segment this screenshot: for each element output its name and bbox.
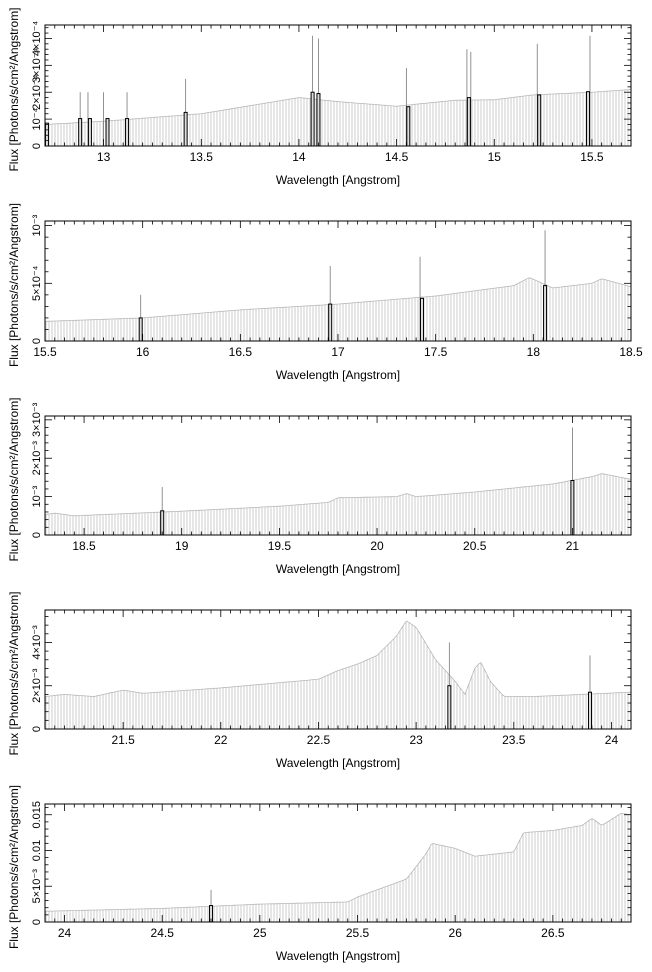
x-axis-label: Wavelength [Angstrom] [276, 756, 400, 770]
x-tick-label: 15.5 [33, 345, 57, 359]
x-tick-label: 18.5 [72, 539, 96, 553]
band-bar [105, 118, 110, 147]
x-tick-label: 21.5 [111, 733, 135, 747]
band-bar [183, 111, 188, 147]
x-tick-label: 20 [370, 539, 384, 553]
x-tick-label: 23.5 [502, 733, 526, 747]
band-bar [466, 97, 471, 147]
x-tick-label: 24.5 [151, 926, 175, 940]
band-bar [44, 122, 49, 147]
spectrum-panel-2: 15.5 16 16.5 17 17.5 18 18.5 0 5×10⁻⁴ 10⁻³ Wavelen… [7, 203, 643, 382]
x-tick-label: 18 [527, 345, 541, 359]
y-tick-label: 2×10⁻³ [31, 668, 43, 703]
x-tick-label: 25.5 [346, 926, 370, 940]
continuum-outline [44, 473, 632, 517]
y-axis-label: Flux [Photons/s/cm²/Angstrom] [7, 785, 21, 949]
band-bar [543, 285, 548, 342]
y-tick-label: 4×10⁻³ [31, 625, 43, 660]
x-tick-label: 18.5 [619, 345, 643, 359]
x-tick-label: 24 [58, 926, 72, 940]
y-tick-label: 0.015 [31, 801, 43, 829]
y-axis-label: Flux [Photons/s/cm²/Angstrom] [7, 203, 21, 367]
y-tick-label: 2×10⁻³ [31, 441, 43, 476]
continuum-series [44, 812, 632, 922]
x-axis-label: Wavelength [Angstrom] [276, 562, 400, 576]
band-bar [419, 297, 424, 342]
x-axis-label: Wavelength [Angstrom] [276, 368, 400, 382]
y-tick-label: 10⁻³ [31, 485, 43, 507]
band-bar [78, 118, 83, 147]
x-tick-label: 13.5 [190, 150, 214, 164]
band-series [138, 285, 548, 342]
continuum-series [44, 89, 632, 146]
x-tick-label: 16.5 [229, 345, 253, 359]
band-bar [447, 685, 452, 730]
x-tick-label: 15.5 [580, 150, 604, 164]
band-bar [587, 691, 592, 730]
y-axis-label: Flux [Photons/s/cm²/Angstrom] [7, 397, 21, 561]
x-tick-label: 22.5 [307, 733, 331, 747]
band-bar [87, 118, 92, 147]
y-tick-label: 0 [31, 726, 43, 732]
band-bar [125, 118, 130, 147]
y-axis-label: Flux [Photons/s/cm²/Angstrom] [7, 7, 21, 171]
y-axis-label: Flux [Photons/s/cm²/Angstrom] [7, 591, 21, 755]
y-tick-label: 2×10⁻⁴ [31, 74, 43, 110]
x-tick-label: 16 [136, 345, 150, 359]
y-tick-label: 3×10⁻³ [31, 402, 43, 437]
continuum-outline [44, 620, 632, 697]
y-tick-label: 5×10⁻³ [31, 869, 43, 904]
continuum-series [44, 620, 632, 729]
x-tick-label: 14.5 [385, 150, 409, 164]
y-tick-label: 4×10⁻⁴ [31, 21, 43, 57]
x-axis-label: Wavelength [Angstrom] [276, 173, 400, 187]
x-tick-label: 25 [253, 926, 267, 940]
continuum-outline [44, 812, 632, 912]
x-tick-label: 23 [409, 733, 423, 747]
band-bar [406, 106, 411, 147]
band-bar [328, 303, 333, 342]
x-tick-label: 15 [488, 150, 502, 164]
band-bar [570, 479, 575, 536]
band-bar [310, 91, 315, 147]
x-tick-label: 17 [331, 345, 345, 359]
spectrum-panel-4: 21.5 22 22.5 23 23.5 24 0 2×10⁻³ 4×10⁻³ Wavelengt… [7, 591, 632, 770]
band-bar [160, 510, 165, 536]
spectrum-panel-5: 24 24.5 25 25.5 26 26.5 0 5×10⁻³ 0.01 0.015 Wavele… [7, 785, 632, 963]
band-bar [138, 317, 143, 342]
x-tick-label: 22 [214, 733, 228, 747]
band-bar [586, 91, 591, 147]
y-tick-label: 0.01 [31, 840, 43, 861]
x-tick-label: 13 [97, 150, 111, 164]
x-tick-label: 20.5 [463, 539, 487, 553]
y-tick-label: 10⁻⁴ [31, 107, 43, 130]
x-tick-label: 26 [449, 926, 463, 940]
y-tick-label: 3×10⁻⁴ [31, 47, 43, 83]
spectrum-panel-1: 13 13.5 14 14.5 15 15.5 0 10⁻⁴2×10⁻⁴3×10⁻⁴4×10⁻… [7, 7, 632, 187]
y-tick-label: 0 [31, 143, 43, 149]
y-tick-label: 0 [31, 919, 43, 925]
continuum-series [44, 277, 632, 341]
plot-frame [44, 803, 632, 923]
x-tick-label: 19 [175, 539, 189, 553]
y-tick-label: 10⁻³ [31, 214, 43, 236]
x-tick-label: 26.5 [541, 926, 565, 940]
y-tick-label: 0 [31, 338, 43, 344]
band-bar [537, 94, 542, 147]
x-tick-label: 17.5 [424, 345, 448, 359]
continuum-outline [44, 89, 632, 125]
spectrum-panel-3: 18.5 19 19.5 20 20.5 21 0 10⁻³ 2×10⁻³ 3×10⁻³ Wavel… [7, 397, 632, 576]
y-tick-label: 5×10⁻⁴ [31, 265, 43, 301]
x-tick-label: 19.5 [268, 539, 292, 553]
x-tick-label: 21 [566, 539, 580, 553]
x-axis-label: Wavelength [Angstrom] [276, 949, 400, 963]
y-tick-label: 0 [31, 532, 43, 538]
x-tick-label: 24 [605, 733, 619, 747]
band-bar [316, 93, 321, 147]
x-tick-label: 14 [292, 150, 306, 164]
continuum-series [44, 473, 632, 535]
